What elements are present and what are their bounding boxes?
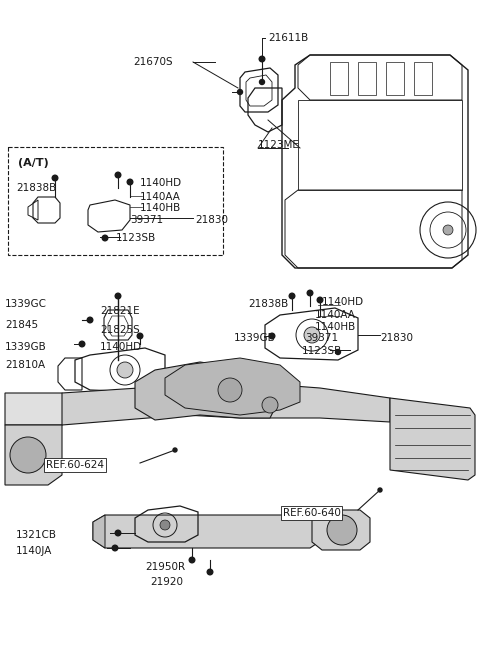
Circle shape <box>137 333 143 338</box>
Text: 1140HB: 1140HB <box>315 322 356 332</box>
Polygon shape <box>390 398 475 480</box>
Polygon shape <box>312 510 370 550</box>
Text: 1339GB: 1339GB <box>234 333 276 343</box>
Circle shape <box>378 488 382 492</box>
Text: 21821E: 21821E <box>100 306 140 316</box>
Text: 1140AA: 1140AA <box>140 192 181 202</box>
Polygon shape <box>135 362 280 420</box>
Circle shape <box>289 293 295 298</box>
Circle shape <box>10 437 46 473</box>
Circle shape <box>115 530 121 536</box>
Text: REF.60-640: REF.60-640 <box>283 508 341 518</box>
Text: 21838B: 21838B <box>16 183 56 193</box>
Text: 1140HD: 1140HD <box>140 178 182 188</box>
Text: 1140HB: 1140HB <box>140 203 181 213</box>
Polygon shape <box>93 515 322 548</box>
Circle shape <box>189 557 195 563</box>
Text: 21845: 21845 <box>5 320 38 330</box>
Text: 1123SB: 1123SB <box>116 233 156 243</box>
Text: 39371: 39371 <box>305 333 338 343</box>
Polygon shape <box>165 358 300 415</box>
Text: 21838B: 21838B <box>248 299 288 309</box>
Circle shape <box>269 333 275 338</box>
Circle shape <box>160 520 170 530</box>
Polygon shape <box>93 515 105 548</box>
Circle shape <box>260 79 264 85</box>
Text: (A/T): (A/T) <box>18 158 49 168</box>
Text: 21920: 21920 <box>150 577 183 587</box>
Text: 1140AA: 1140AA <box>315 310 356 320</box>
Circle shape <box>173 448 177 452</box>
Circle shape <box>87 318 93 323</box>
Circle shape <box>112 545 118 551</box>
Circle shape <box>327 515 357 545</box>
Circle shape <box>262 397 278 413</box>
Text: 21830: 21830 <box>380 333 413 343</box>
Text: 1321CB: 1321CB <box>16 530 57 540</box>
Circle shape <box>317 297 323 303</box>
Text: 1123SB: 1123SB <box>302 346 342 356</box>
Text: 21810A: 21810A <box>5 360 45 370</box>
Text: 21950R: 21950R <box>145 562 185 572</box>
Text: 39371: 39371 <box>130 215 163 225</box>
Circle shape <box>307 290 313 296</box>
Text: 21830: 21830 <box>195 215 228 225</box>
Text: 21825S: 21825S <box>100 325 140 335</box>
Text: 1339GB: 1339GB <box>5 342 47 352</box>
Circle shape <box>304 327 320 343</box>
Circle shape <box>443 225 453 235</box>
Circle shape <box>207 569 213 575</box>
Circle shape <box>115 172 121 178</box>
Text: 1123ME: 1123ME <box>258 140 300 150</box>
Circle shape <box>79 341 85 347</box>
Text: 1140HD: 1140HD <box>100 342 142 352</box>
Circle shape <box>52 175 58 181</box>
Polygon shape <box>5 393 68 425</box>
Circle shape <box>336 350 340 354</box>
Circle shape <box>259 56 265 62</box>
Circle shape <box>238 89 242 94</box>
Bar <box>8 147 223 255</box>
Circle shape <box>127 179 133 185</box>
Polygon shape <box>62 385 390 425</box>
Text: 21611B: 21611B <box>268 33 308 43</box>
Polygon shape <box>5 425 62 485</box>
Circle shape <box>218 378 242 402</box>
Text: REF.60-624: REF.60-624 <box>46 460 104 470</box>
Text: 21670S: 21670S <box>133 57 173 67</box>
Text: 1140JA: 1140JA <box>16 546 52 556</box>
Circle shape <box>102 236 108 241</box>
Text: 1339GC: 1339GC <box>5 299 47 309</box>
Circle shape <box>115 293 121 298</box>
Text: 1140HD: 1140HD <box>322 297 364 307</box>
Circle shape <box>117 362 133 378</box>
